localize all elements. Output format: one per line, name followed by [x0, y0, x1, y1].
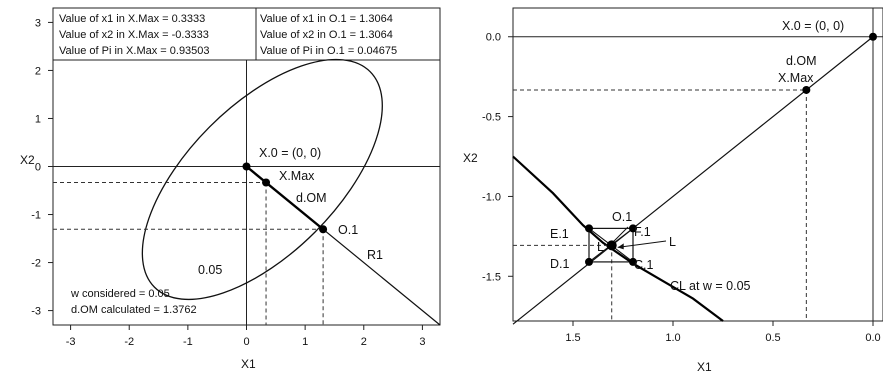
label-ellipse: 0.05: [198, 263, 222, 277]
right-x-tick-label: 0.0: [865, 332, 880, 344]
right-x-tick-label: 1.0: [665, 332, 680, 344]
segment-dom: [245, 165, 324, 231]
right-y-tick-label: -0.5: [482, 112, 501, 124]
r-label-f1: F.1: [634, 225, 651, 239]
left-y-axis-label: X2: [20, 153, 35, 167]
left-x-tick-label: -1: [183, 336, 193, 348]
left-point-0: [242, 162, 251, 171]
r-label-o1: O.1: [612, 210, 632, 224]
label-x0: X.0 = (0, 0): [259, 146, 321, 160]
info-right-2: Value of x2 in O.1 = 1.3064: [260, 29, 393, 41]
footer-w: w considered = 0.05: [70, 288, 170, 300]
info-left-3: Value of Pi in X.Max = 0.93503: [59, 45, 210, 57]
right-point-6: [629, 257, 637, 266]
right-point-0: [869, 32, 877, 41]
right-y-axis-label: X2: [463, 151, 478, 165]
label-dom: d.OM: [296, 191, 327, 205]
left-x-axis-label: X1: [241, 357, 256, 371]
info-right-1: Value of x1 in O.1 = 1.3064: [260, 13, 393, 25]
left-x-tick-label: 0: [243, 336, 249, 348]
r-label-L1: L: [597, 240, 604, 254]
right-y-tick-label: 0.0: [486, 32, 501, 44]
confidence-ellipse: [141, 58, 383, 301]
right-plot-frame: [512, 7, 883, 322]
info-left-1: Value of x1 in X.Max = 0.3333: [59, 13, 205, 25]
left-y-tick-label: -1: [31, 210, 41, 222]
left-point-1: [262, 178, 271, 187]
left-y-tick-label: 2: [35, 65, 41, 77]
arrow-o1: [613, 226, 629, 242]
right-diagonal-line: [512, 36, 874, 325]
right-point-1: [802, 85, 811, 94]
left-x-tick-label: -2: [124, 336, 134, 348]
curve-cl: [512, 155, 724, 322]
right-point-4: [629, 224, 637, 233]
r-label-L2: L: [669, 235, 676, 249]
arrow-l-head: [617, 243, 624, 250]
right-y-tick-label: -1.5: [482, 271, 501, 283]
r-label-c1: C.1: [634, 258, 654, 272]
right-y-tick-label: -1.0: [482, 191, 501, 203]
right-chart: 1.5 1.0 0.5 0.0 0.0 -0.5 -1.0 -1.5 X.0 = (0, 0)…: [463, 7, 883, 373]
arrow-l: [617, 240, 667, 248]
left-x-tick-label: 1: [302, 336, 308, 348]
right-point-3: [585, 224, 593, 233]
left-y-tick-label: -3: [31, 306, 41, 318]
r-label-curve: CL at w = 0.05: [670, 279, 751, 293]
right-x-tick-label: 0.5: [765, 332, 780, 344]
right-x-axis-label: X1: [697, 360, 712, 373]
left-chart: -3 -2 -1 0 1 2 3 -3 -2 -1 0 1 2 3 Value of x1 in X.Ma…: [20, 7, 441, 371]
right-x-tick-label: 1.5: [565, 332, 580, 344]
left-y-tick-label: 1: [35, 113, 41, 125]
info-right-3: Value of Pi in O.1 = 0.04675: [260, 45, 397, 57]
right-point-5: [585, 257, 593, 266]
right-point-2: [606, 240, 617, 251]
footer-dom: d.OM calculated = 1.3762: [71, 304, 197, 316]
label-xmax: X.Max: [279, 169, 315, 183]
left-x-tick-label: -3: [66, 336, 76, 348]
left-x-tick-label: 3: [419, 336, 425, 348]
left-y-tick-label: 3: [35, 17, 41, 29]
r-label-d1: D.1: [550, 257, 570, 271]
label-o1: O.1: [338, 223, 358, 237]
left-y-tick-label: 0: [35, 162, 41, 174]
r-label-dom: d.OM: [786, 54, 817, 68]
r-label-xmax: X.Max: [778, 71, 814, 85]
left-x-tick-label: 2: [361, 336, 367, 348]
left-y-tick-label: -2: [31, 258, 41, 270]
info-left-2: Value of x2 in X.Max = -0.3333: [59, 29, 209, 41]
left-point-2: [319, 225, 328, 234]
r-label-x0: X.0 = (0, 0): [782, 19, 844, 33]
label-r1: R1: [367, 248, 383, 262]
r-label-e1: E.1: [550, 227, 569, 241]
